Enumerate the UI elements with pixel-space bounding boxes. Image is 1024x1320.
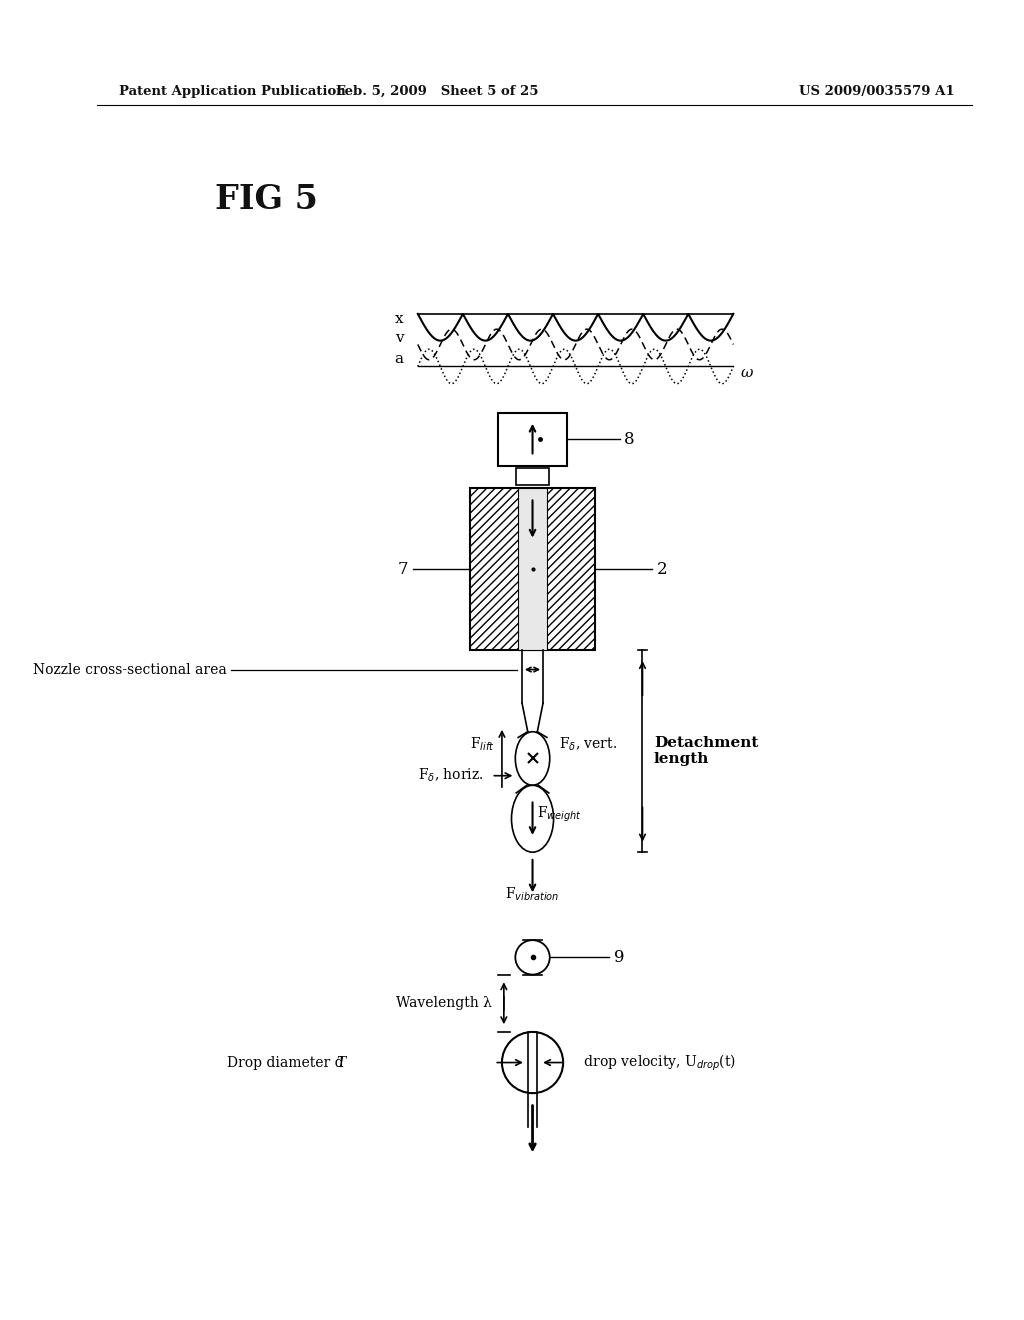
Text: v: v bbox=[395, 331, 403, 345]
Text: F$_{\delta}$, horiz.: F$_{\delta}$, horiz. bbox=[418, 767, 483, 784]
Text: F$_{\delta}$, vert.: F$_{\delta}$, vert. bbox=[559, 735, 617, 752]
Polygon shape bbox=[470, 488, 595, 651]
Text: T: T bbox=[337, 1056, 346, 1069]
Text: Patent Application Publication: Patent Application Publication bbox=[120, 84, 346, 98]
Text: Feb. 5, 2009   Sheet 5 of 25: Feb. 5, 2009 Sheet 5 of 25 bbox=[336, 84, 539, 98]
Text: F$_{lift}$: F$_{lift}$ bbox=[470, 735, 495, 752]
Text: a: a bbox=[394, 352, 403, 366]
Text: Wavelength λ: Wavelength λ bbox=[396, 997, 493, 1010]
Text: FIG 5: FIG 5 bbox=[215, 182, 318, 215]
Text: 9: 9 bbox=[613, 949, 625, 966]
Text: Detachment
length: Detachment length bbox=[654, 735, 759, 766]
Polygon shape bbox=[516, 467, 549, 484]
Text: US 2009/0035579 A1: US 2009/0035579 A1 bbox=[799, 84, 954, 98]
Text: x: x bbox=[395, 312, 403, 326]
Text: 7: 7 bbox=[397, 561, 409, 578]
Text: drop velocity, U$_{drop}$(t): drop velocity, U$_{drop}$(t) bbox=[574, 1052, 735, 1073]
Text: F$_{weight}$: F$_{weight}$ bbox=[538, 804, 582, 824]
Polygon shape bbox=[518, 488, 547, 651]
Text: 8: 8 bbox=[625, 430, 635, 447]
Text: F$_{vibration}$: F$_{vibration}$ bbox=[506, 886, 560, 903]
Text: Drop diameter d: Drop diameter d bbox=[226, 1056, 343, 1069]
Text: Nozzle cross-sectional area: Nozzle cross-sectional area bbox=[33, 663, 226, 677]
Text: ω: ω bbox=[741, 366, 754, 380]
Polygon shape bbox=[498, 413, 567, 466]
Text: 2: 2 bbox=[656, 561, 668, 578]
